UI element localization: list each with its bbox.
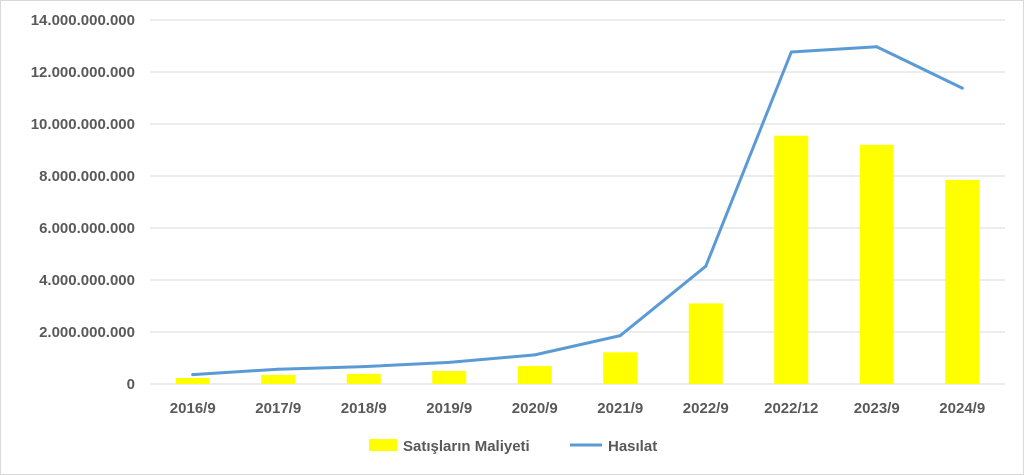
x-tick-label: 2016/9 [170,400,216,417]
hasilat-point [704,264,708,268]
hasilat-point [789,50,793,54]
x-tick-label: 2022/9 [683,400,729,417]
hasilat-point [533,353,537,357]
bar-2022-9 [688,303,723,384]
y-tick-label: 10.000.000.000 [31,116,135,133]
x-tick-label: 2023/9 [854,400,900,417]
hasilat-point [447,360,451,364]
y-axis: 0 2.000.000.000 4.000.000.000 6.000.000.000… [31,12,135,393]
hasilat-point [191,373,195,377]
bar-2024-9 [945,179,980,384]
legend-label-satislarin-maliyeti: Satışların Maliyeti [403,438,530,455]
x-tick-label: 2018/9 [341,400,387,417]
y-tick-label: 2.000.000.000 [39,324,135,341]
line-series-hasilat [191,45,964,377]
bar-2016-9 [175,378,210,384]
hasilat-point [362,365,366,369]
hasilat-point [276,367,280,371]
x-tick-label: 2024/9 [939,400,985,417]
x-tick-label: 2022/12 [764,400,818,417]
y-tick-label: 4.000.000.000 [39,272,135,289]
hasilat-point [875,45,879,49]
bar-2022-12 [774,135,809,384]
x-tick-label: 2017/9 [255,400,301,417]
y-tick-label: 14.000.000.000 [31,12,135,29]
bar-2023-9 [859,144,894,384]
y-tick-label: 0 [127,376,135,393]
bar-2020-9 [517,366,552,384]
hasilat-line [191,45,964,377]
bar-2021-9 [603,352,638,384]
y-tick-label: 6.000.000.000 [39,220,135,237]
x-tick-label: 2021/9 [597,400,643,417]
bar-2018-9 [346,373,381,384]
y-tick-label: 12.000.000.000 [31,64,135,81]
legend: Satışların Maliyeti Hasılat [369,438,657,455]
x-tick-label: 2020/9 [512,400,558,417]
bar-2017-9 [261,374,296,384]
legend-swatch-satislarin-maliyeti [369,439,397,451]
bar-series-satislarin-maliyeti [175,135,980,384]
legend-label-hasilat: Hasılat [608,438,657,455]
hasilat-point [618,334,622,338]
y-tick-label: 8.000.000.000 [39,168,135,185]
bar-2019-9 [432,371,467,384]
x-tick-label: 2019/9 [426,400,472,417]
hasilat-point [960,86,964,90]
x-axis: 2016/9 2017/9 2018/9 2019/9 2020/9 2021/9 2022… [170,400,985,417]
